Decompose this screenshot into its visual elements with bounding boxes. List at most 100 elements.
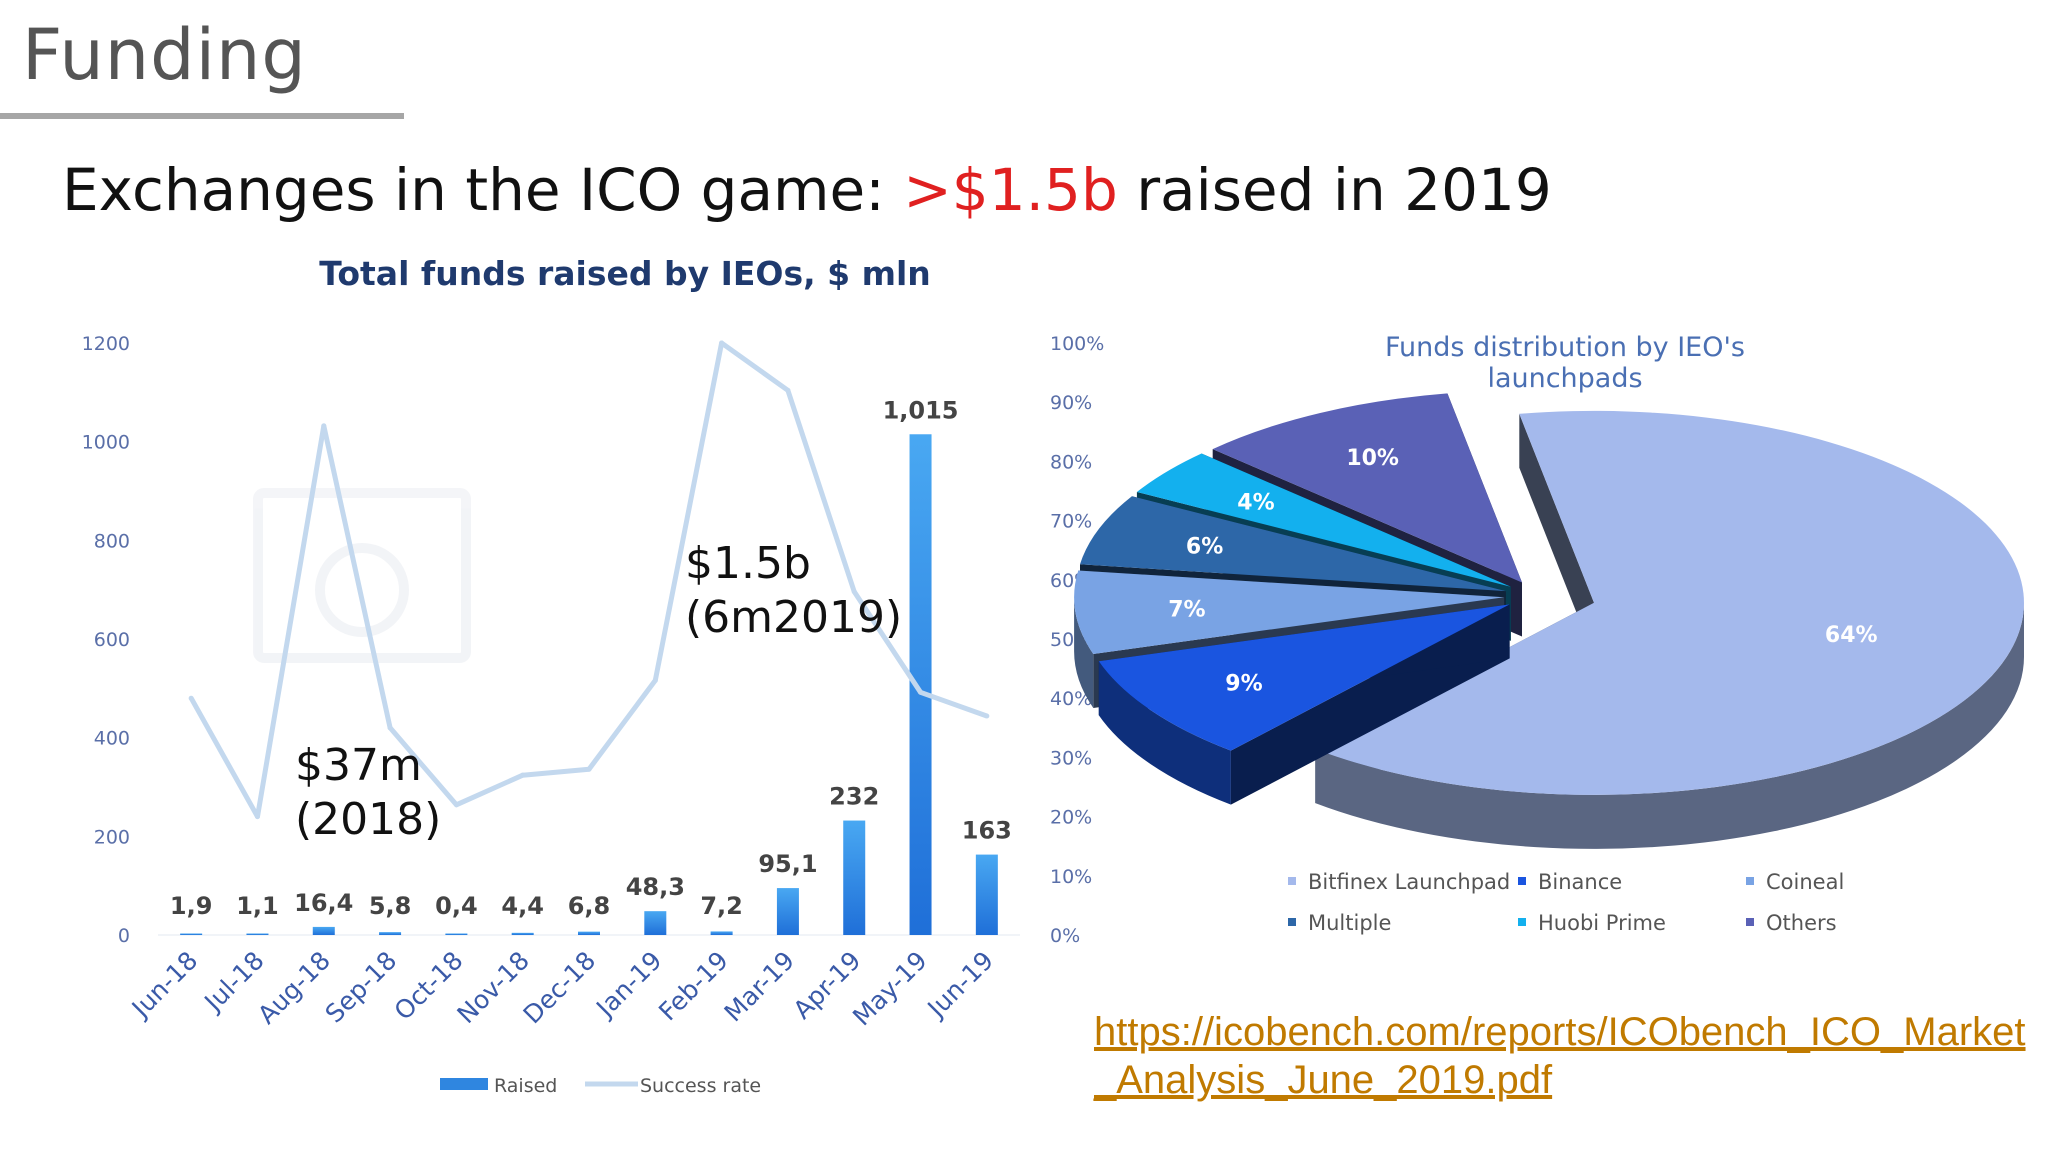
bar-data-label: 1,9	[170, 892, 213, 920]
bar-data-label: 48,3	[626, 873, 685, 901]
left-axis-tick: 1000	[82, 432, 130, 454]
pie-legend-label: Multiple	[1308, 911, 1391, 935]
left-axis-tick: 1200	[82, 333, 130, 355]
pie-slice-rim	[1315, 602, 2025, 849]
pie-slice	[1098, 604, 1510, 805]
bar-raised	[975, 854, 998, 935]
pie-slice-top	[1080, 496, 1506, 592]
success-rate-point	[719, 340, 725, 346]
x-axis-month-label: Jun-19	[921, 946, 999, 1024]
x-axis-month-label: May-19	[847, 946, 933, 1032]
success-rate-point	[453, 802, 459, 808]
title-underline	[0, 113, 404, 119]
bar-raised	[379, 932, 402, 935]
right-axis-tick: 0%	[1050, 925, 1080, 947]
bar-raised	[909, 434, 932, 935]
bar-data-label: 95,1	[758, 850, 817, 878]
success-rate-point	[254, 814, 260, 820]
right-axis-tick: 90%	[1050, 392, 1092, 414]
right-axis-tick: 80%	[1050, 451, 1092, 473]
annotation-text: $1.5b	[685, 538, 811, 589]
annotation-text: (6m2019)	[685, 592, 902, 643]
bar-data-label: 163	[962, 817, 1012, 845]
bar-chart: 0200400600800100012000%10%20%30%40%50%60…	[82, 333, 1105, 1097]
headline-highlight: >$1.5b	[903, 156, 1118, 224]
pie-chart-title: Funds distribution by IEO's launchpads	[1385, 332, 1745, 394]
bar-raised	[312, 926, 335, 935]
pie-legend-swatch	[1288, 918, 1296, 926]
pie-legend-label: Others	[1766, 911, 1837, 935]
pie-slice-top	[1074, 570, 1505, 654]
left-axis-tick: 800	[94, 530, 130, 552]
headline: Exchanges in the ICO game: >$1.5b raised…	[62, 156, 1552, 224]
right-axis-tick: 40%	[1050, 688, 1092, 710]
pie-slice	[1315, 410, 2025, 849]
x-axis-month-label: Feb-19	[653, 946, 734, 1027]
right-axis-tick: 30%	[1050, 747, 1092, 769]
success-rate-point	[851, 589, 857, 595]
pie-legend-label: Bitfinex Launchpad	[1308, 870, 1510, 894]
left-axis-tick: 200	[94, 826, 130, 848]
annotation-text: $37m	[295, 740, 422, 791]
legend-label-raised: Raised	[494, 1075, 557, 1097]
success-rate-point	[188, 695, 194, 701]
x-axis-month-label: Sep-18	[320, 946, 403, 1029]
pie-percent-label: 10%	[1346, 446, 1399, 471]
x-axis-month-label: Mar-19	[719, 946, 801, 1028]
pie-percent-label: 9%	[1225, 672, 1262, 697]
legend-label-success-rate: Success rate	[640, 1075, 761, 1097]
headline-prefix: Exchanges in the ICO game:	[62, 156, 904, 224]
bar-raised	[180, 933, 203, 935]
success-rate-point	[520, 772, 526, 778]
slide-title: Funding	[22, 14, 307, 96]
success-rate-point	[586, 766, 592, 772]
left-axis-tick: 600	[94, 629, 130, 651]
pie-legend-label: Coineal	[1766, 870, 1844, 894]
legend-swatch-raised	[440, 1078, 488, 1090]
bar-raised	[843, 820, 866, 935]
bar-chart-title: Total funds raised by IEOs, $ mln	[319, 254, 931, 293]
bar-raised	[644, 911, 667, 935]
source-link[interactable]: https://icobench.com/reports/ICObench_IC…	[1094, 1010, 2026, 1102]
x-axis-month-label: Nov-18	[452, 946, 535, 1029]
pie-legend-label: Binance	[1538, 870, 1622, 894]
bar-raised	[246, 933, 269, 935]
pie-slice-top	[1212, 393, 1522, 583]
annotation-text: (2018)	[295, 794, 441, 845]
bar-data-label: 1,015	[883, 396, 959, 424]
pie-percent-label: 64%	[1825, 623, 1878, 648]
bar-data-label: 232	[829, 783, 879, 811]
pie-percent-label: 4%	[1237, 491, 1274, 516]
pie-slice-top	[1136, 453, 1511, 587]
watermark	[253, 488, 471, 663]
pie-slice-rim	[1098, 661, 1231, 805]
bar-raised	[511, 932, 534, 935]
bar-raised	[578, 931, 600, 935]
success-rate-point	[984, 713, 990, 719]
success-rate-point	[918, 689, 924, 695]
left-axis-tick: 400	[94, 728, 130, 750]
success-rate-point	[321, 423, 327, 429]
x-axis-month-label: Jan-19	[590, 946, 668, 1024]
pie-slice-top	[1315, 410, 2024, 795]
pie-legend-swatch	[1518, 918, 1526, 926]
bar-raised	[445, 933, 468, 935]
bar-raised	[710, 931, 733, 935]
bar-data-label: 6,8	[568, 892, 611, 920]
bar-data-label: 0,4	[435, 892, 478, 920]
success-rate-point	[387, 725, 393, 731]
x-axis-month-label: Jun-18	[125, 946, 203, 1024]
pie-slice-rim	[1074, 597, 1094, 708]
right-axis-tick: 100%	[1050, 333, 1104, 355]
pie-legend-swatch	[1518, 877, 1526, 885]
headline-suffix: raised in 2019	[1117, 156, 1552, 224]
bar-data-label: 7,2	[700, 892, 743, 920]
bar-data-label: 5,8	[369, 892, 412, 920]
pie-legend-swatch	[1746, 918, 1754, 926]
pie-chart: 64% 9% 7% 6% 4% 10% Bitfinex Launchpad Binance C…	[1074, 393, 2025, 935]
pie-percent-label: 6%	[1186, 534, 1223, 559]
right-axis-tick: 70%	[1050, 511, 1092, 533]
pie-legend-swatch	[1288, 877, 1296, 885]
pie-slice-top	[1098, 604, 1510, 751]
